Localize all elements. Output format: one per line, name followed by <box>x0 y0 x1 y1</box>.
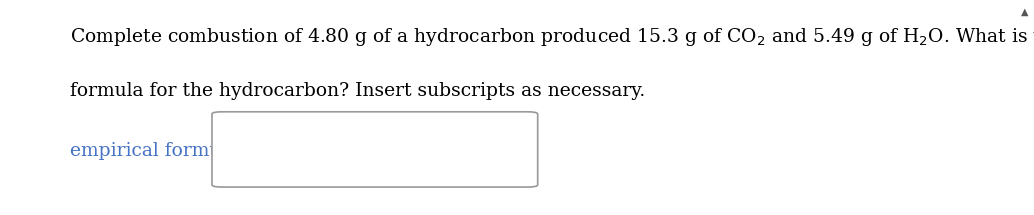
Text: ▲: ▲ <box>1021 6 1029 17</box>
Text: Complete combustion of 4.80 g of a hydrocarbon produced 15.3 g of CO$_2$ and 5.4: Complete combustion of 4.80 g of a hydro… <box>70 26 1034 48</box>
Text: empirical formula:: empirical formula: <box>70 141 245 160</box>
Text: formula for the hydrocarbon? Insert subscripts as necessary.: formula for the hydrocarbon? Insert subs… <box>70 82 645 100</box>
